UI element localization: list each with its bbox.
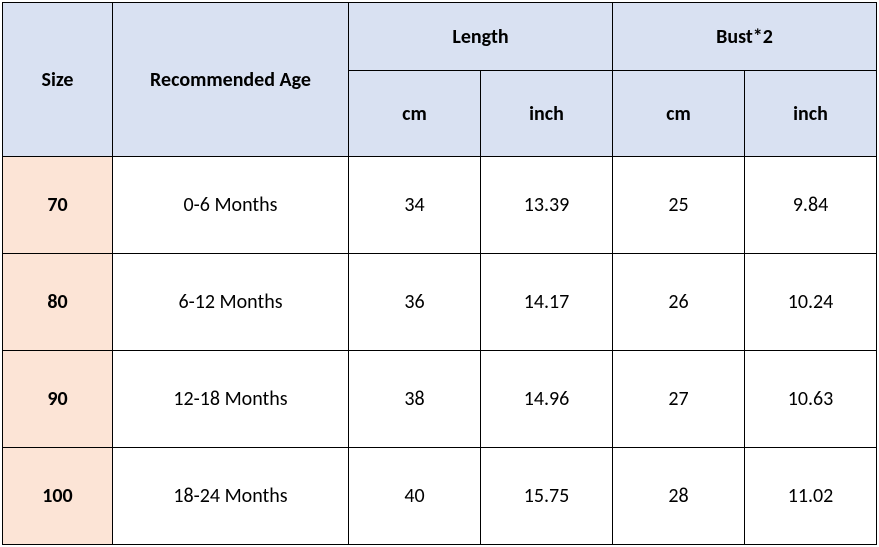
cell-length-inch: 15.75 — [481, 448, 613, 545]
header-age: Recommended Age — [113, 3, 349, 157]
size-chart-table: Size Recommended Age Length Bust*2 cm in… — [2, 2, 877, 545]
table-row: 100 18-24 Months 40 15.75 28 11.02 — [3, 448, 877, 545]
header-bust-inch: inch — [745, 71, 877, 157]
cell-age: 12-18 Months — [113, 351, 349, 448]
cell-bust-cm: 28 — [613, 448, 745, 545]
header-length: Length — [349, 3, 613, 71]
cell-bust-inch: 10.63 — [745, 351, 877, 448]
cell-length-inch: 14.17 — [481, 254, 613, 351]
header-length-inch: inch — [481, 71, 613, 157]
cell-length-cm: 40 — [349, 448, 481, 545]
header-size: Size — [3, 3, 113, 157]
cell-age: 0-6 Months — [113, 157, 349, 254]
cell-bust-inch: 11.02 — [745, 448, 877, 545]
cell-size: 80 — [3, 254, 113, 351]
cell-size: 100 — [3, 448, 113, 545]
header-bust-cm: cm — [613, 71, 745, 157]
cell-bust-cm: 27 — [613, 351, 745, 448]
cell-length-cm: 36 — [349, 254, 481, 351]
cell-length-inch: 13.39 — [481, 157, 613, 254]
cell-size: 70 — [3, 157, 113, 254]
table-row: 90 12-18 Months 38 14.96 27 10.63 — [3, 351, 877, 448]
cell-age: 18-24 Months — [113, 448, 349, 545]
table-row: 70 0-6 Months 34 13.39 25 9.84 — [3, 157, 877, 254]
cell-bust-inch: 10.24 — [745, 254, 877, 351]
header-bust: Bust*2 — [613, 3, 877, 71]
cell-length-cm: 38 — [349, 351, 481, 448]
cell-bust-inch: 9.84 — [745, 157, 877, 254]
cell-size: 90 — [3, 351, 113, 448]
cell-age: 6-12 Months — [113, 254, 349, 351]
cell-bust-cm: 26 — [613, 254, 745, 351]
header-length-cm: cm — [349, 71, 481, 157]
table-row: 80 6-12 Months 36 14.17 26 10.24 — [3, 254, 877, 351]
cell-bust-cm: 25 — [613, 157, 745, 254]
cell-length-inch: 14.96 — [481, 351, 613, 448]
cell-length-cm: 34 — [349, 157, 481, 254]
